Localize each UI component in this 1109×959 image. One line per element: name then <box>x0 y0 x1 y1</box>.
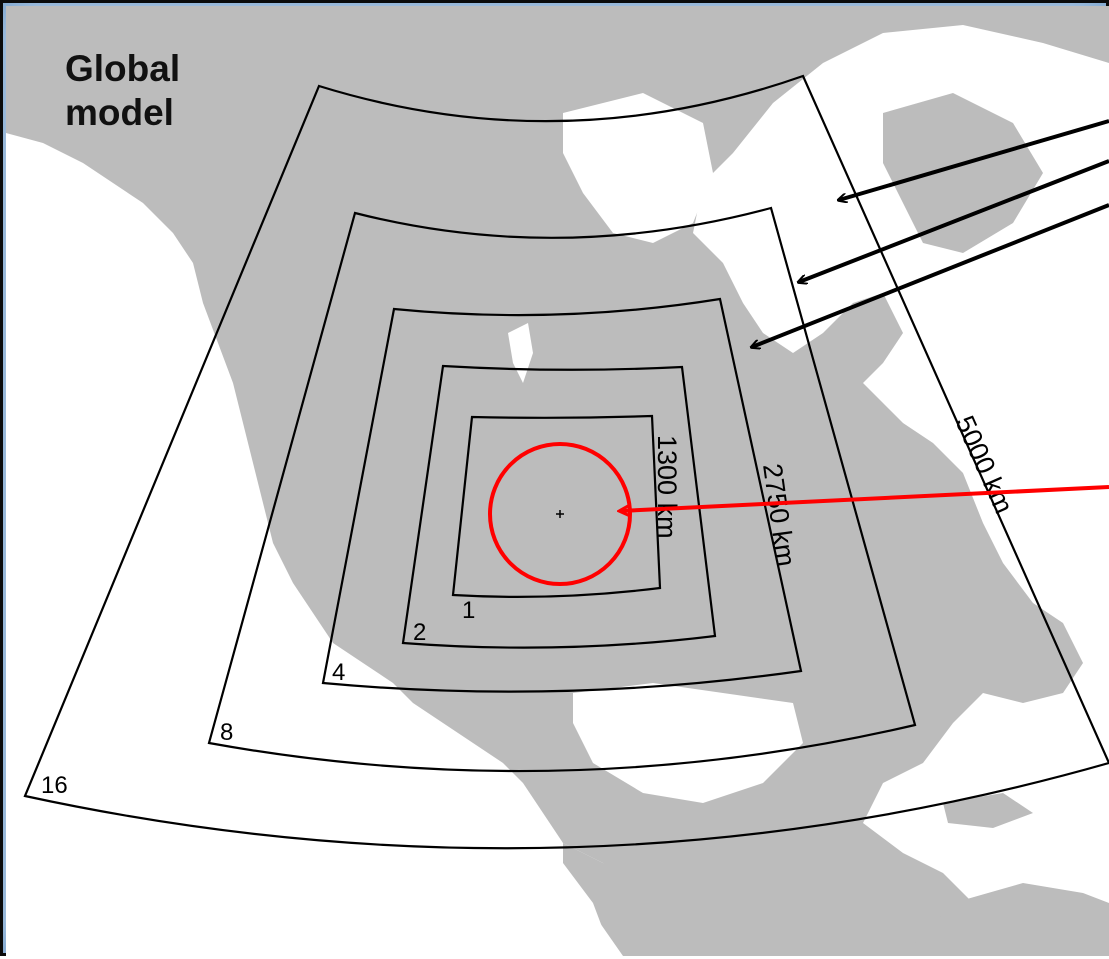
greenland <box>883 93 1043 253</box>
map-title: Global model <box>65 48 181 133</box>
hudson-bay <box>563 93 713 243</box>
great-lake <box>508 323 533 383</box>
domain-pointer-arrows <box>752 119 1109 347</box>
pointer-arrow-middle <box>799 159 1109 282</box>
map-canvas: 1 2 4 8 16 1300 km 2750 km 5000 km <box>6 6 1109 956</box>
north-america-land <box>6 6 1109 956</box>
domain-outline-8 <box>207 206 917 773</box>
pacific-ocean <box>6 303 613 956</box>
landmasses <box>6 6 1109 956</box>
domain-2-label: 2 <box>413 619 426 646</box>
domain-outline-16 <box>23 74 1109 850</box>
south-america-tip <box>903 883 1109 956</box>
domain-boundaries <box>23 74 1109 850</box>
pointer-arrow-outer <box>839 119 1109 200</box>
central-america <box>563 843 693 956</box>
water-cutouts <box>6 93 803 956</box>
size-label-1300km: 1300 km <box>652 435 682 539</box>
baja-gulf <box>303 603 363 703</box>
domain-outline-2 <box>401 364 717 649</box>
study-region-arrow <box>620 485 1109 511</box>
center-crosshair <box>556 510 564 518</box>
gulf-of-mexico <box>573 683 803 803</box>
domain-8-label: 8 <box>220 719 233 746</box>
domain-16-label: 16 <box>41 772 68 799</box>
caribbean-island <box>943 793 1033 828</box>
domain-outline-1 <box>451 414 662 598</box>
pointer-arrow-inner <box>752 203 1109 347</box>
domain-1-label: 1 <box>462 597 475 624</box>
domain-4-label: 4 <box>332 659 345 686</box>
domain-outline-4 <box>321 297 803 693</box>
